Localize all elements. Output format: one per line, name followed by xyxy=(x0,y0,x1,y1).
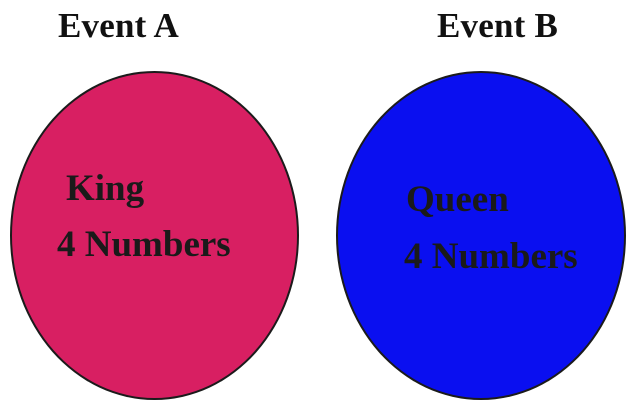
event-a-ellipse xyxy=(10,71,299,400)
event-b-ellipse xyxy=(336,71,626,400)
event-b-title: Event B xyxy=(437,6,558,45)
event-a-title: Event A xyxy=(58,6,179,45)
event-a-label-king: King xyxy=(66,168,145,209)
event-b-label-count: 4 Numbers xyxy=(404,236,578,277)
event-a-label-count: 4 Numbers xyxy=(57,224,231,265)
event-b-label-queen: Queen xyxy=(406,179,509,220)
